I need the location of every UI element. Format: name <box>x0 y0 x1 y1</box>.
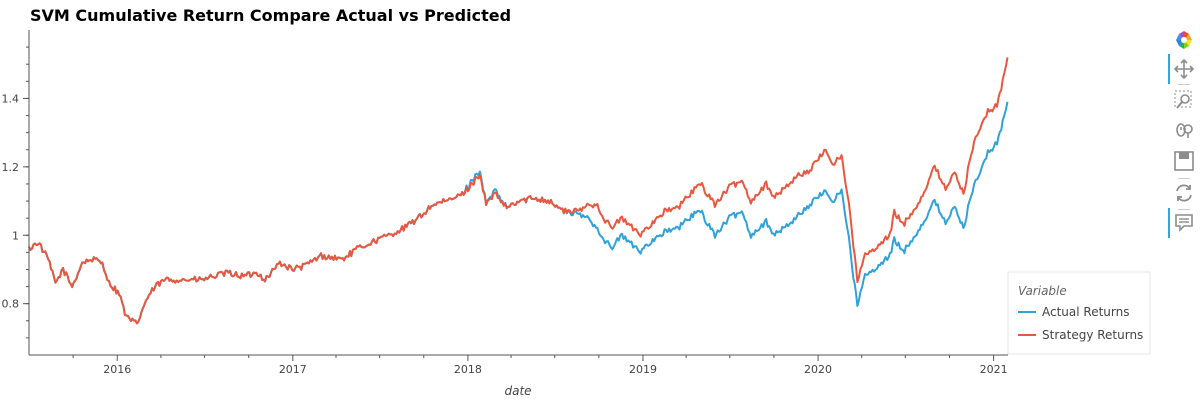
x-tick-label: 2017 <box>279 363 307 376</box>
x-tick-label: 2016 <box>103 363 131 376</box>
plot-area[interactable] <box>28 30 1009 355</box>
y-tick-label: 1 <box>12 229 19 242</box>
x-tick-label: 2020 <box>804 363 832 376</box>
hover-active-indicator <box>1168 208 1170 238</box>
hover-icon[interactable] <box>1172 211 1196 235</box>
wheel-zoom-icon[interactable] <box>1172 118 1196 142</box>
legend-title: Variable <box>1018 284 1067 298</box>
chart-title: SVM Cumulative Return Compare Actual vs … <box>30 6 511 25</box>
legend-item-actual-returns[interactable]: Actual Returns <box>1042 305 1129 319</box>
bokeh-logo-icon <box>1176 31 1192 49</box>
x-tick-label: 2021 <box>980 363 1008 376</box>
save-icon[interactable] <box>1172 149 1196 173</box>
x-axis-label: date <box>504 384 531 398</box>
y-tick-label: 1.2 <box>2 161 20 174</box>
series-layer <box>28 57 1009 325</box>
y-tick-label: 0.8 <box>2 298 20 311</box>
y-tick-label: 1.4 <box>2 92 20 105</box>
plot-background <box>29 30 1008 355</box>
legend-item-strategy-returns[interactable]: Strategy Returns <box>1042 328 1143 342</box>
toolbar-separator <box>1178 178 1190 179</box>
legend[interactable]: Variable Actual Returns Strategy Returns <box>1007 271 1151 355</box>
pan-active-indicator <box>1168 54 1170 84</box>
toolbar-separator <box>1178 84 1190 85</box>
reset-icon[interactable] <box>1172 181 1196 205</box>
x-tick-label: 2018 <box>454 363 482 376</box>
x-axis: 2016 2017 2018 2019 2020 2021 <box>72 355 1008 376</box>
y-axis: 0.8 1 1.2 1.4 <box>2 46 29 339</box>
x-tick-label: 2019 <box>629 363 657 376</box>
toolbar-separator <box>1178 209 1190 210</box>
series-line-strategy-returns <box>28 57 1009 325</box>
box-zoom-icon[interactable] <box>1172 88 1196 112</box>
pan-icon[interactable] <box>1172 57 1196 81</box>
